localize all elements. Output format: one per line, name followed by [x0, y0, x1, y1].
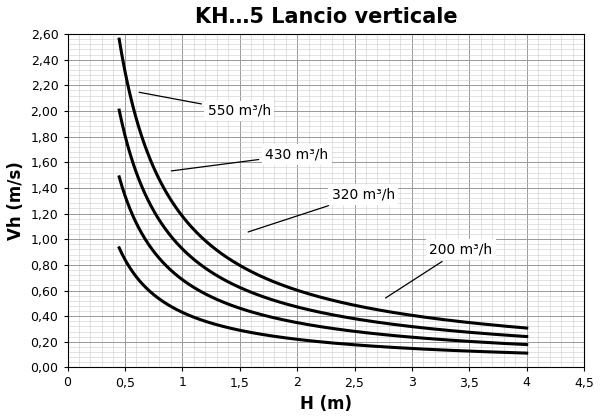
Text: 430 m³/h: 430 m³/h [171, 147, 328, 171]
Title: KH…5 Lancio verticale: KH…5 Lancio verticale [195, 7, 457, 27]
Text: 200 m³/h: 200 m³/h [386, 242, 492, 298]
Text: 320 m³/h: 320 m³/h [248, 187, 395, 232]
X-axis label: H (m): H (m) [300, 395, 352, 413]
Y-axis label: Vh (m/s): Vh (m/s) [7, 161, 25, 240]
Text: 550 m³/h: 550 m³/h [139, 92, 270, 118]
